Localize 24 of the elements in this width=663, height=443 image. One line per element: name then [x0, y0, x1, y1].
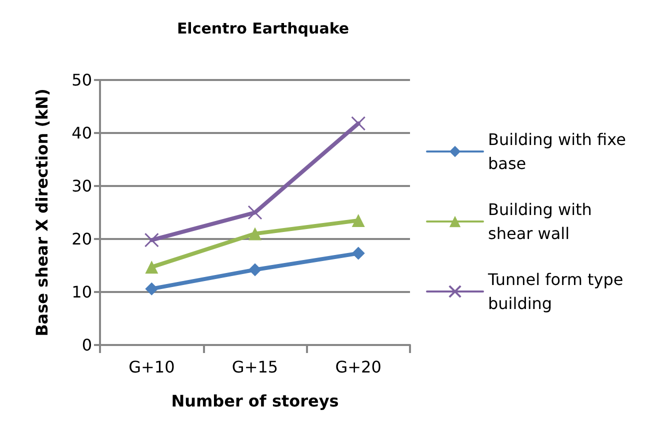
- legend-label: Tunnel form type building: [487, 270, 628, 313]
- y-tick-label: 10: [72, 282, 92, 302]
- point: [145, 260, 158, 274]
- legend-label: Building with fixe base: [488, 130, 632, 173]
- y-axis-title: Base shear X direction (kN): [32, 88, 52, 336]
- point: [144, 232, 159, 248]
- y-tick-label: 0: [82, 336, 92, 354]
- point: [352, 246, 365, 260]
- point: [248, 263, 262, 276]
- y-tick-label: 40: [72, 124, 92, 142]
- legend-label: Building with shear wall: [488, 200, 598, 243]
- x-tick-label: G+20: [335, 358, 382, 376]
- x-tick-label: G+10: [128, 358, 175, 376]
- point: [352, 214, 365, 227]
- point: [248, 205, 262, 220]
- x-axis-title: Number of storeys: [171, 392, 339, 410]
- x-tick-label: G+15: [232, 358, 278, 376]
- y-tick-label: 50: [72, 70, 92, 90]
- point: [248, 227, 262, 240]
- point: [145, 282, 158, 296]
- point: [351, 116, 366, 131]
- y-tick-label: 30: [72, 176, 92, 196]
- y-tick-label: 20: [72, 230, 92, 248]
- chart-title: Elcentro Earthquake: [176, 20, 350, 38]
